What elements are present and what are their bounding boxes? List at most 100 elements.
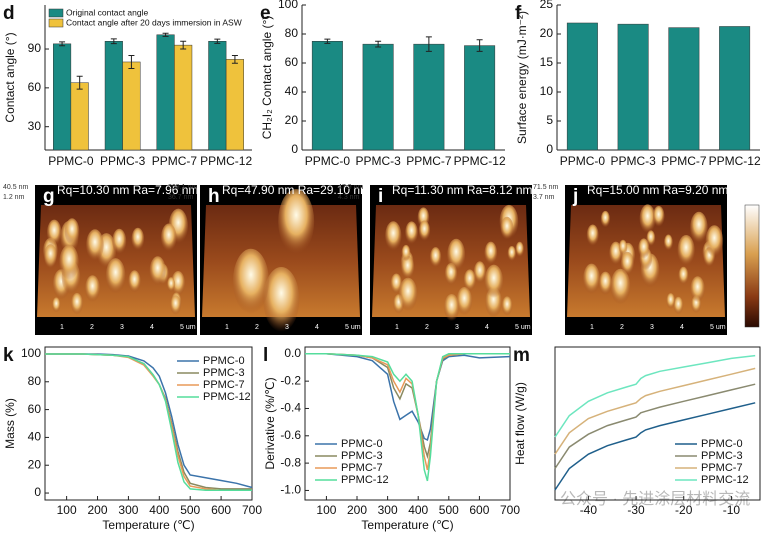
error-bar [231,54,238,64]
error-bar [476,39,483,52]
afm-axis-label: 3 [455,324,459,331]
legend-label: PPMC-12 [701,474,749,486]
afm-axis-label: 2 [255,324,259,331]
x-tick-label: -30 [627,503,645,517]
y-tick-label: 60 [28,402,42,416]
y-tick-label: 40 [28,430,42,444]
legend-label: PPMC-0 [701,438,743,450]
afm-axis-label: 2 [620,324,624,331]
legend-swatch [48,8,64,18]
y-tick-label: 60 [285,55,299,69]
bar [464,45,496,151]
afm-peak [385,221,402,251]
x-tick-label: PPMC-12 [454,154,506,168]
y-tick-label: 0.0 [284,346,301,360]
line-series [554,402,756,491]
panel-letter: d [3,3,15,24]
afm-peak [401,255,415,280]
error-bar [110,38,117,45]
afm-peak [473,261,486,284]
bar [719,26,751,151]
y-tick-label: -1.0 [280,483,301,497]
y-tick-label: 80 [285,26,299,40]
legend-label: PPMC-3 [701,450,743,462]
roughness-caption: Rq=10.30 nm Ra=7.96 nm [57,183,198,197]
x-tick-label: 600 [469,503,489,517]
x-tick-label: PPMC-7 [661,154,707,168]
x-tick-label: PPMC-7 [152,154,198,168]
line-series [554,383,756,469]
x-tick-label: 300 [378,503,398,517]
x-tick-label: PPMC-3 [100,154,146,168]
afm-axis-label: 4 [680,324,684,331]
bar [617,23,649,151]
afm-axis-label: 5 um [515,324,531,331]
afm-peak [598,271,612,295]
line-series [45,353,252,492]
afm-peak [52,297,61,313]
y-tick-label: 60 [28,80,42,94]
legend-label: PPMC-3 [341,450,383,462]
error-bar [76,75,83,90]
afm-peak [64,218,80,245]
error-bar [425,36,432,52]
roughness-caption: Rq=15.00 nm Ra=9.20 nm [587,183,728,197]
line-series [554,354,756,438]
line-series [305,353,511,441]
afm-peak [690,276,705,303]
plot-frame [44,346,253,501]
x-tick-label: 700 [242,503,262,517]
afm-peak [501,296,513,316]
afm-axis-label: 5 um [180,324,196,331]
afm-peak [507,245,517,262]
afm-axis-label: 1 [225,324,229,331]
afm-peak [70,292,83,315]
y-tick-label: 0 [34,485,41,499]
afm-peak [131,227,145,251]
error-bar [59,41,66,47]
afm-axis-label: 3 [650,324,654,331]
legend-label: PPMC-3 [203,367,245,379]
y-axis-label: Contact angle (°) [3,32,17,122]
y-axis-label: Mass (%) [3,398,17,449]
afm-peak [85,275,100,302]
afm-peak [128,270,141,293]
afm-peak [170,295,181,315]
x-tick-label: 400 [149,503,169,517]
afm-peak [112,228,127,255]
x-tick-label: -40 [580,503,598,517]
afm-axis-label: 5 um [710,324,726,331]
afm-axis-label: 3 [120,324,124,331]
y-tick-label: 15 [540,55,554,69]
bar [362,43,394,151]
roughness-caption: Rq=47.90 nm Ra=29.10 nm [222,183,370,197]
bar [104,41,123,151]
z-min-label: 36.7 nm [168,194,193,201]
x-tick-label: 200 [88,503,108,517]
roughness-caption: Rq=11.30 nm Ra=8.12 nm [392,183,533,197]
afm-peak [618,239,628,256]
panel-letter: k [3,345,14,366]
afm-axis-label: 1 [395,324,399,331]
afm-peak [167,277,176,292]
afm-peak [678,266,689,285]
legend-label: PPMC-7 [203,379,245,391]
afm-peak [398,277,418,311]
y-tick-label: 100 [21,346,41,360]
z-max-label: 269.1 nm [168,184,197,191]
afm-peak [105,258,126,294]
y-tick-label: 25 [540,0,554,11]
error-bar [162,32,169,37]
panel-letter: l [263,345,268,366]
afm-peak [44,244,58,268]
y-axis-label: Derivative (%/℃) [263,377,277,469]
afm-peak [447,238,466,271]
afm-axis-label: 1 [590,324,594,331]
z-max-label: 71.5 nm [533,184,558,191]
afm-peak [677,234,695,266]
x-tick-label: PPMC-3 [610,154,656,168]
afm-peak [149,256,166,286]
x-tick-label: 500 [439,503,459,517]
z-max-label: 47.9 nm [338,184,363,191]
bar [668,27,700,151]
